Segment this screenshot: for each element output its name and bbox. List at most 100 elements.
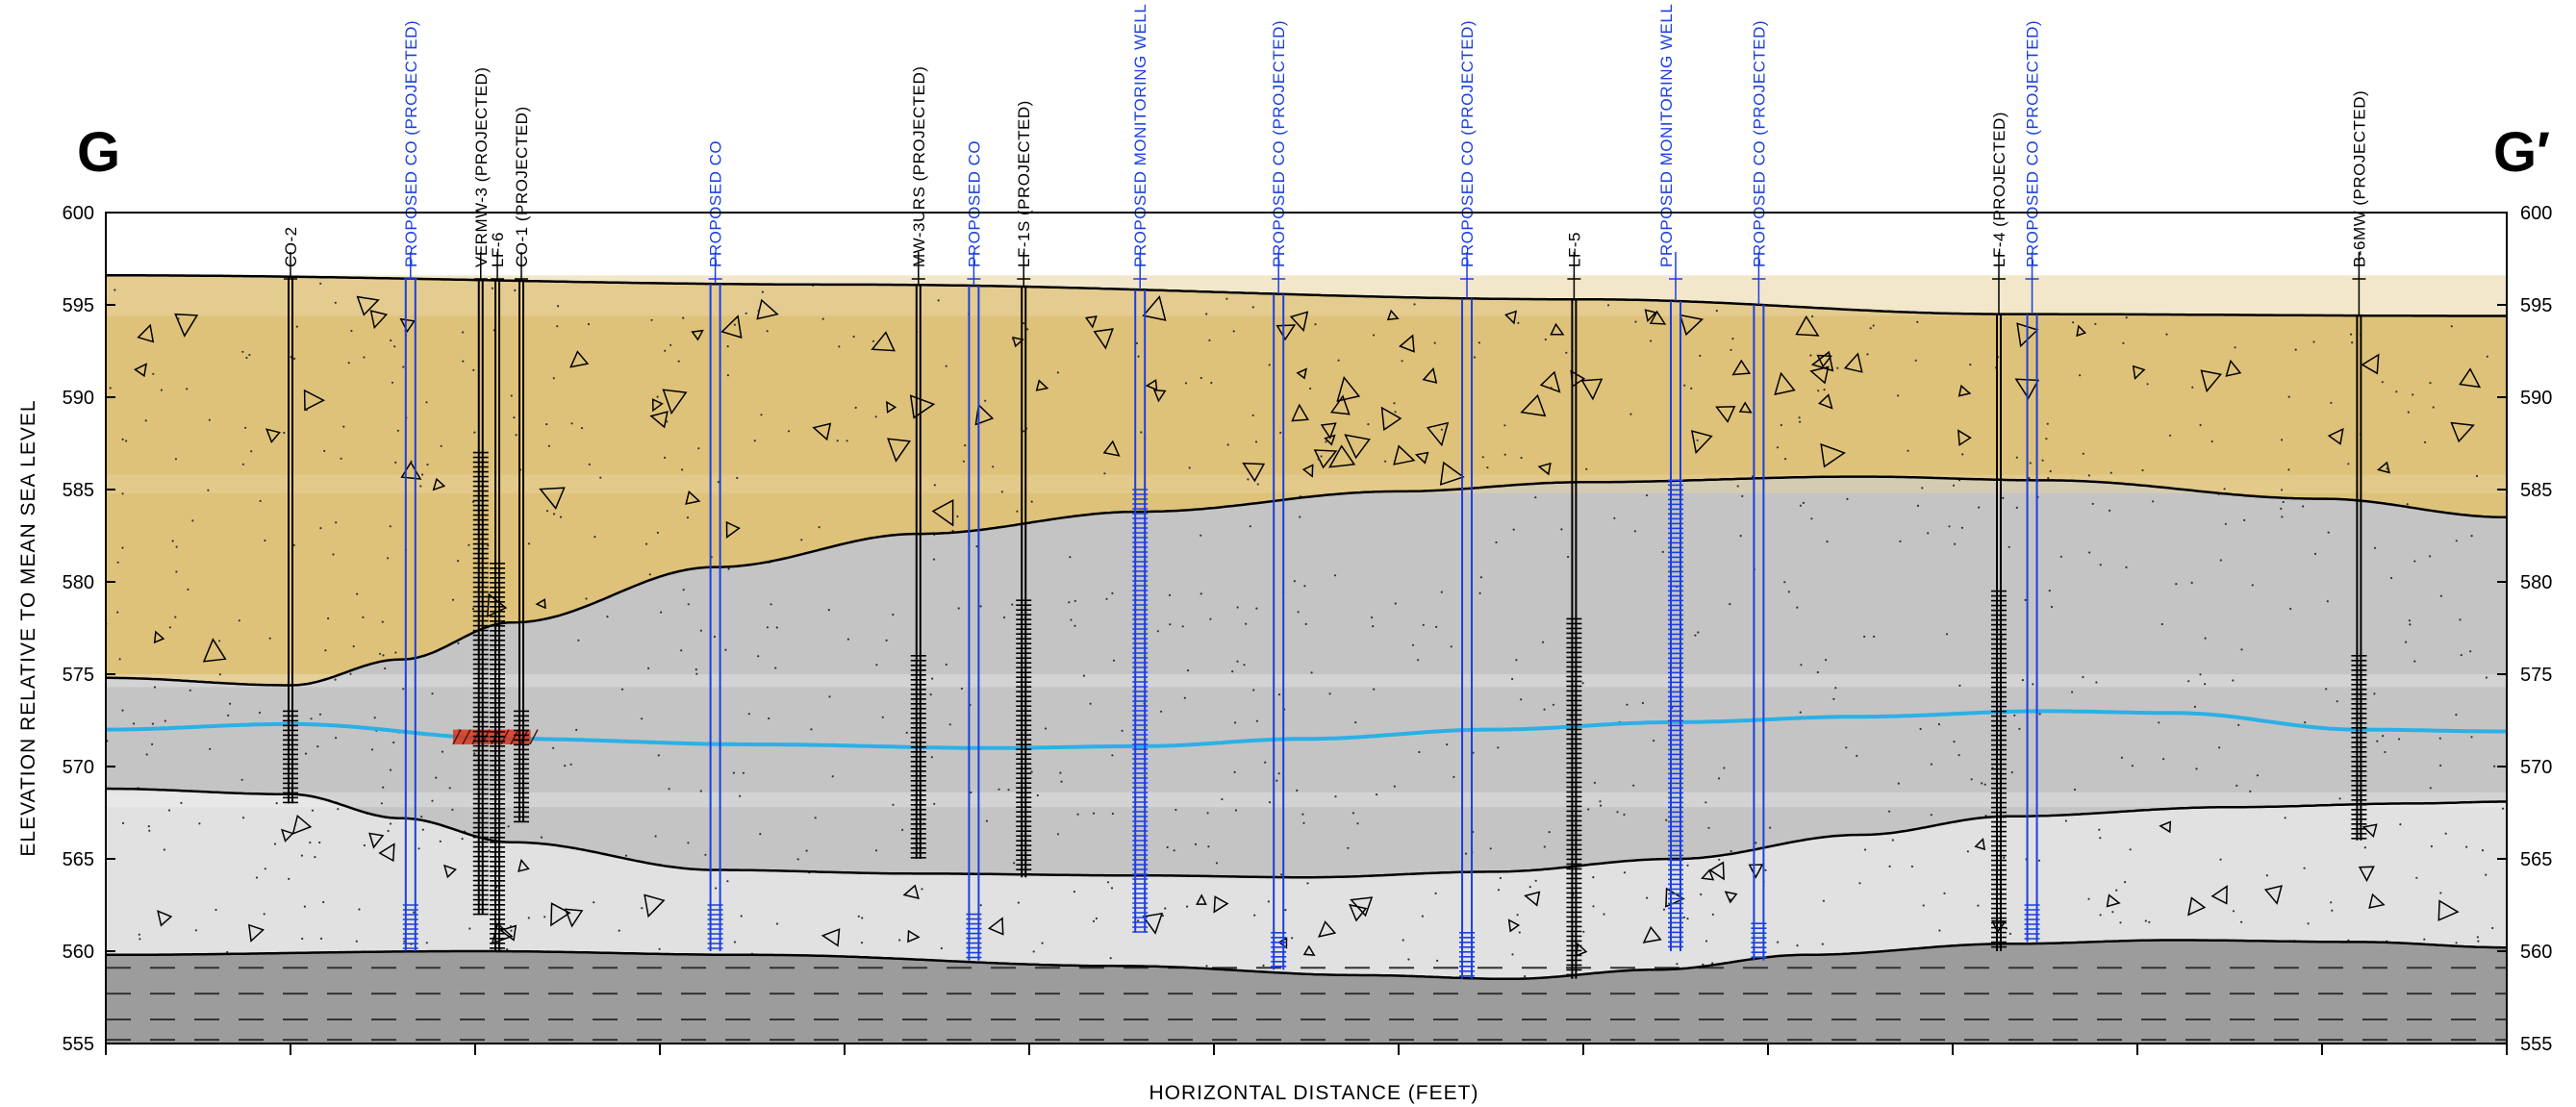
well-label: PROPOSED CO (PROJECTED)	[402, 20, 420, 267]
stipple-dot	[241, 350, 244, 353]
stipple-dot	[2094, 322, 2097, 325]
stipple-dot	[2162, 758, 2165, 761]
stipple-dot	[838, 345, 841, 348]
stipple-dot	[1515, 659, 1518, 662]
stipple-dot	[2141, 468, 2144, 472]
stipple-dot	[208, 418, 211, 421]
stipple-dot	[1477, 341, 1480, 344]
stipple-dot	[2087, 474, 2090, 477]
stipple-dot	[664, 456, 667, 459]
aggregate-triangle	[1035, 379, 1049, 391]
stipple-dot	[175, 545, 178, 548]
stipple-dot	[1174, 808, 1177, 812]
stipple-dot	[1858, 882, 1861, 885]
stipple-dot	[1002, 616, 1006, 619]
stipple-dot	[1711, 962, 1714, 965]
stipple-dot	[187, 588, 189, 591]
stipple-dot	[1306, 882, 1309, 885]
stipple-dot	[209, 747, 212, 750]
stipple-dot	[624, 854, 628, 857]
stipple-dot	[1616, 811, 1619, 814]
stipple-dot	[656, 531, 660, 535]
stipple-dot	[2129, 848, 2132, 851]
stipple-dot	[1303, 585, 1306, 588]
stipple-dot	[1301, 813, 1304, 816]
stipple-dot	[507, 825, 510, 828]
stipple-dot	[491, 287, 493, 289]
aggregate-triangle	[1093, 328, 1114, 350]
stipple-dot	[1111, 591, 1114, 595]
aggregate-triangle	[1642, 925, 1662, 943]
stipple-dot	[1977, 904, 1980, 907]
stipple-dot	[1109, 957, 1112, 960]
contamination-hatch	[529, 729, 539, 745]
aggregate-triangle	[153, 630, 165, 644]
stipple-dot	[1961, 453, 1964, 456]
stipple-dot	[1927, 532, 1930, 535]
stipple-dot	[384, 667, 387, 670]
stipple-dot	[2218, 746, 2221, 749]
stipple-dot	[471, 608, 475, 611]
aggregate-triangle	[1520, 393, 1547, 417]
contamination-hatch	[510, 729, 519, 745]
stipple-dot	[1799, 711, 1802, 714]
y-axis-right: 600 595 590 585 580 575 570 565 560 555	[2497, 203, 2552, 1055]
y-tick-label-left: 595	[63, 295, 94, 316]
stipple-dot	[713, 635, 717, 639]
stipple-dot	[506, 948, 509, 951]
stipple-dot	[1393, 785, 1396, 788]
contamination-hatch	[452, 729, 462, 745]
stipple-dot	[2390, 576, 2393, 580]
stipple-dot	[2048, 590, 2051, 592]
stipple-dot	[421, 473, 424, 476]
stipple-dot	[389, 822, 392, 825]
fill-light-band-2	[106, 474, 2507, 493]
bedrock-dashes	[106, 967, 2507, 1042]
aggregate-triangle	[987, 917, 1004, 936]
aggregate-triangle	[2187, 896, 2207, 917]
stipple-dot	[1869, 327, 1872, 330]
well-co1: CO-1 (PROJECTED)	[513, 106, 531, 823]
stipple-dot	[358, 908, 361, 911]
stipple-dot	[363, 843, 366, 847]
stipple-dot	[1641, 701, 1644, 705]
stipple-dot	[2243, 518, 2246, 522]
stipple-dot	[931, 677, 934, 680]
y-tick-label-right: 580	[2520, 572, 2552, 593]
stipple-dot	[1184, 382, 1188, 385]
aggregate-triangle	[1142, 912, 1164, 935]
stipple-dot	[680, 649, 683, 652]
aggregate-triangle	[369, 310, 389, 330]
aggregate-triangle	[691, 329, 704, 341]
stipple-dot	[2439, 764, 2442, 767]
stipple-dot	[774, 667, 777, 669]
stipple-dot	[1707, 826, 1710, 829]
stipple-dot	[545, 423, 548, 426]
stipple-dot	[1320, 455, 1323, 458]
stipple-dot	[153, 686, 157, 689]
aggregate-triangle	[432, 477, 446, 491]
y-tick-label-right: 590	[2520, 388, 2552, 409]
stipple-dot	[1702, 963, 1705, 966]
stipple-dot	[2350, 333, 2353, 336]
stipple-dot	[569, 763, 572, 766]
stipple-dot	[1225, 297, 1228, 300]
aggregate-triangle	[1302, 944, 1316, 956]
aggregate-triangle	[1810, 350, 1834, 372]
stipple-dot	[2429, 382, 2432, 385]
stipple-dot	[2160, 622, 2163, 626]
stipple-dot	[2240, 920, 2243, 923]
stipple-dot	[575, 728, 578, 732]
stipple-dot	[715, 887, 718, 890]
stipple-dot	[1780, 423, 1782, 427]
stipple-dot	[1161, 914, 1164, 918]
stipple-dot	[1207, 845, 1210, 848]
stipple-dot	[322, 900, 325, 904]
well-pco2: PROPOSED CO	[707, 140, 725, 951]
stipple-dot	[695, 672, 698, 675]
stipple-dot	[1023, 430, 1025, 433]
stipple-dot	[2415, 876, 2418, 879]
stipple-dot	[1873, 635, 1876, 639]
stipple-dot	[2265, 874, 2268, 877]
aggregate-triangle	[1524, 891, 1541, 907]
